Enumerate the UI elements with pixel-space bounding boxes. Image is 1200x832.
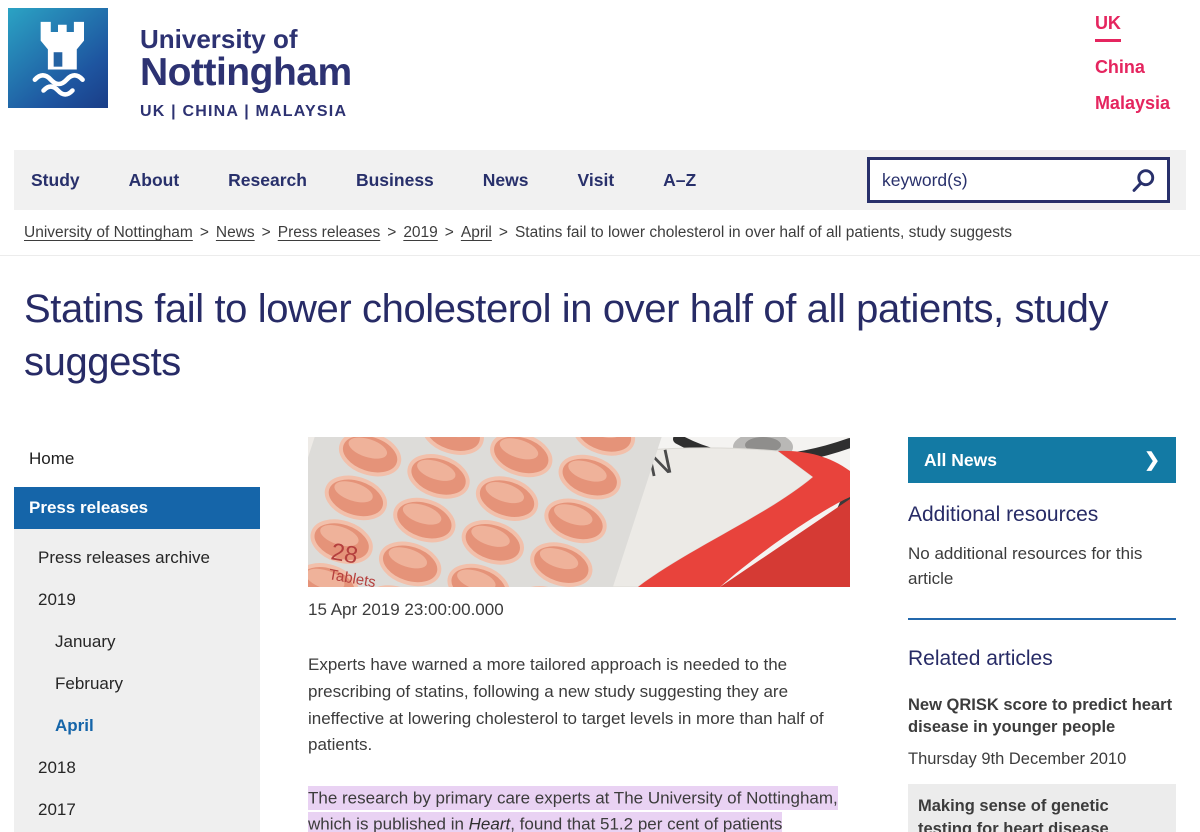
breadcrumb-separator: > xyxy=(498,224,508,241)
university-logo[interactable]: University of Nottingham UK | CHINA | MA… xyxy=(8,8,352,121)
all-news-label: All News xyxy=(924,449,997,470)
nav-item-visit[interactable]: Visit xyxy=(577,169,615,190)
breadcrumb-link-april[interactable]: April xyxy=(460,224,492,241)
search-button[interactable] xyxy=(1130,167,1157,194)
sidebar-item-2018[interactable]: 2018 xyxy=(38,758,76,778)
left-sidebar: Home Press releases Press releases archi… xyxy=(14,437,260,832)
sidebar-sublist: Press releases archive 2019 January Febr… xyxy=(14,529,260,832)
breadcrumb-separator: > xyxy=(199,224,209,241)
sidebar-item-january[interactable]: January xyxy=(55,632,116,652)
nav-items: Study About Research Business News Visit… xyxy=(14,170,696,191)
related-article-qrisk[interactable]: New QRISK score to predict heart disease… xyxy=(908,695,1173,737)
sidebar-item-home[interactable]: Home xyxy=(29,449,75,469)
logo-line2: Nottingham xyxy=(140,51,352,95)
breadcrumb-separator: > xyxy=(444,224,454,241)
related-article-genetic-testing[interactable]: Making sense of genetic testing for hear… xyxy=(908,784,1176,832)
article-paragraph-2: The research by primary care experts at … xyxy=(308,785,866,832)
site-header: University of Nottingham UK | CHINA | MA… xyxy=(0,0,1200,150)
castle-icon xyxy=(32,21,85,97)
sidebar-item-april[interactable]: April xyxy=(55,716,94,736)
region-link-china[interactable]: China xyxy=(1094,57,1145,77)
region-switcher: UK China Malaysia xyxy=(1094,13,1170,114)
nav-item-about[interactable]: About xyxy=(128,169,180,190)
logo-wordmark: University of Nottingham UK | CHINA | MA… xyxy=(140,8,352,121)
article-main: STATIN Tablets 28 Tablets 15 Apr 2019 23… xyxy=(308,437,866,832)
sidebar-item-2017[interactable]: 2017 xyxy=(38,800,76,820)
breadcrumb-link-home[interactable]: University of Nottingham xyxy=(24,224,193,241)
statin-box-red-band xyxy=(638,451,850,588)
breadcrumb-link-press-releases[interactable]: Press releases xyxy=(277,224,381,241)
content-area: Home Press releases Press releases archi… xyxy=(14,437,1176,832)
main-navbar: Study About Research Business News Visit… xyxy=(14,150,1186,210)
related-articles-title: Related articles xyxy=(908,646,1053,670)
nav-item-study[interactable]: Study xyxy=(31,169,80,190)
search-input[interactable] xyxy=(882,169,1130,191)
nav-item-news[interactable]: News xyxy=(482,169,529,190)
panel-divider xyxy=(908,617,1176,620)
page-title: Statins fail to lower cholesterol in ove… xyxy=(24,287,1109,385)
breadcrumb: University of Nottingham > News > Press rele… xyxy=(0,210,1200,256)
blister-pack xyxy=(308,437,671,588)
paragraph-2-before: The research by primary care experts at … xyxy=(308,788,838,832)
sidebar-item-press-releases[interactable]: Press releases xyxy=(14,487,260,530)
paragraph-2-after: , found that 51.2 per cent of patients p… xyxy=(510,814,783,832)
right-panel: All News ❯ Additional resources No addit… xyxy=(908,437,1176,832)
site-search xyxy=(867,157,1170,203)
additional-resources-title: Additional resources xyxy=(908,503,1099,527)
castle-logo-icon xyxy=(8,8,108,108)
highlighted-text: The research by primary care experts at … xyxy=(308,785,860,832)
search-icon xyxy=(1132,168,1155,192)
all-news-button[interactable]: All News ❯ xyxy=(908,437,1176,484)
logo-line1: University of xyxy=(140,24,298,54)
sidebar-item-press-releases-archive[interactable]: Press releases archive xyxy=(38,548,210,568)
breadcrumb-separator: > xyxy=(387,224,397,241)
additional-resources-text: No additional resources for this article xyxy=(908,544,1143,588)
blister-pills xyxy=(308,437,636,588)
region-link-malaysia[interactable]: Malaysia xyxy=(1094,93,1170,113)
breadcrumb-link-news[interactable]: News xyxy=(215,224,255,241)
article-paragraph-1: Experts have warned a more tailored appr… xyxy=(308,655,824,755)
breadcrumb-separator: > xyxy=(261,224,271,241)
breadcrumb-current: Statins fail to lower cholesterol in ove… xyxy=(514,224,1013,241)
statin-tablets-photo: STATIN Tablets 28 Tablets xyxy=(308,437,850,588)
nav-item-business[interactable]: Business xyxy=(355,169,434,190)
blister-count-text: 28 xyxy=(329,539,360,570)
chevron-right-icon: ❯ xyxy=(1144,449,1160,471)
sidebar-item-february[interactable]: February xyxy=(55,674,124,694)
logo-campuses: UK | CHINA | MALAYSIA xyxy=(140,103,348,121)
heart-journal-link[interactable]: Heart xyxy=(468,814,511,832)
breadcrumb-link-2019[interactable]: 2019 xyxy=(403,224,438,241)
region-link-uk[interactable]: UK xyxy=(1094,13,1121,42)
blister-label-text: Tablets xyxy=(327,567,377,588)
nav-item-a-z[interactable]: A–Z xyxy=(663,169,697,190)
related-article-qrisk-date: Thursday 9th December 2010 xyxy=(908,750,1127,769)
nav-item-research[interactable]: Research xyxy=(228,169,307,190)
sidebar-item-2019[interactable]: 2019 xyxy=(38,590,76,610)
publish-date: 15 Apr 2019 23:00:00.000 xyxy=(308,600,504,620)
